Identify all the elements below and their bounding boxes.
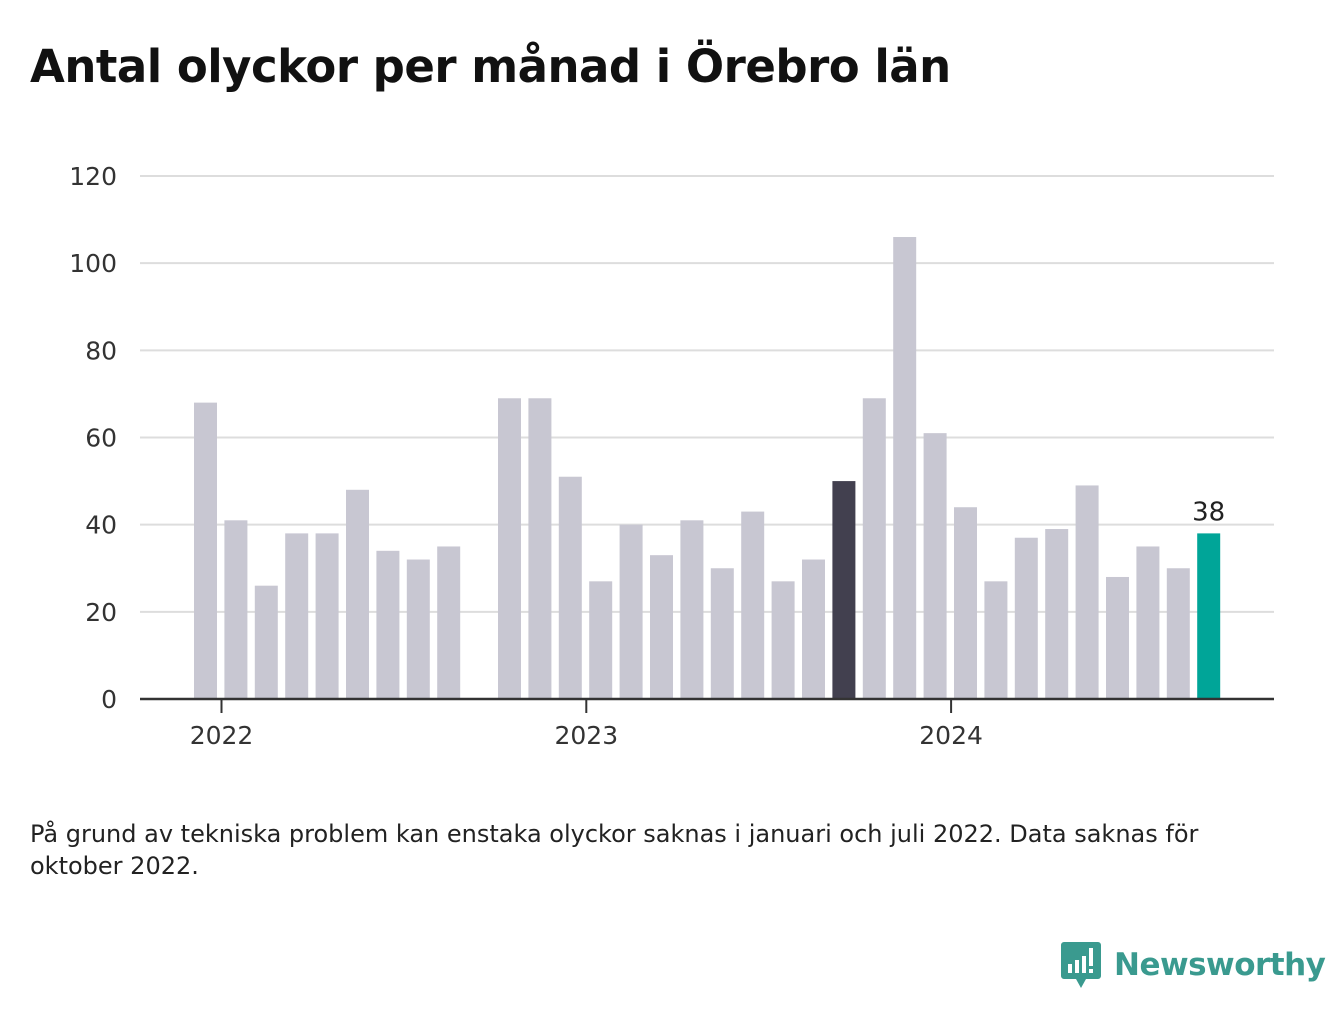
y-tick-label: 20 bbox=[85, 598, 117, 627]
bar bbox=[528, 398, 552, 699]
bar bbox=[346, 489, 369, 699]
gridlines bbox=[140, 175, 1274, 613]
y-axis-ticks: 0 20 40 60 80 100 120 bbox=[69, 162, 117, 714]
bar bbox=[498, 398, 521, 699]
bar bbox=[832, 481, 856, 699]
bar bbox=[1045, 529, 1069, 699]
bar bbox=[1166, 568, 1190, 699]
x-tick-label: 2023 bbox=[554, 721, 618, 750]
x-tick-label: 2022 bbox=[190, 721, 254, 750]
bar bbox=[771, 581, 795, 699]
x-tick-label: 2024 bbox=[919, 721, 983, 750]
bar bbox=[558, 476, 582, 699]
bar bbox=[315, 533, 339, 699]
newsworthy-logo-icon bbox=[1061, 942, 1101, 988]
bar bbox=[194, 402, 217, 699]
bar bbox=[650, 555, 673, 699]
bar bbox=[1075, 485, 1099, 699]
data-labels: 38 bbox=[1192, 497, 1225, 527]
y-tick-label: 120 bbox=[69, 162, 117, 191]
y-tick-label: 0 bbox=[101, 685, 117, 714]
bar bbox=[954, 507, 977, 699]
y-tick-label: 40 bbox=[85, 511, 117, 540]
bar bbox=[1197, 533, 1221, 699]
bar bbox=[923, 433, 947, 699]
bar bbox=[984, 581, 1008, 699]
bar bbox=[893, 237, 917, 699]
bar bbox=[710, 568, 734, 699]
bar-chart: 0 20 40 60 80 100 120 2022 2023 2024 38 bbox=[69, 162, 1274, 750]
y-tick-label: 60 bbox=[85, 424, 117, 453]
brand-name: Newsworthy bbox=[1114, 947, 1326, 983]
bar bbox=[376, 550, 400, 699]
bar bbox=[1136, 546, 1160, 699]
bar bbox=[285, 533, 309, 699]
data-label: 38 bbox=[1192, 497, 1225, 527]
bar bbox=[802, 559, 825, 699]
bar bbox=[1106, 576, 1129, 699]
x-axis-ticks: 2022 2023 2024 bbox=[190, 699, 983, 750]
brand-logo: Newsworthy bbox=[1060, 938, 1326, 992]
bar bbox=[862, 398, 886, 699]
bar bbox=[741, 511, 765, 699]
bar bbox=[254, 585, 278, 699]
bar bbox=[437, 546, 461, 699]
bar bbox=[1014, 537, 1038, 699]
y-tick-label: 100 bbox=[69, 249, 117, 278]
bar bbox=[619, 524, 643, 699]
chart-title: Antal olyckor per månad i Örebro län bbox=[30, 40, 951, 93]
footnote: På grund av tekniska problem kan enstaka… bbox=[30, 820, 1199, 880]
bar bbox=[224, 520, 248, 699]
bar bbox=[406, 559, 430, 699]
y-tick-label: 80 bbox=[85, 336, 117, 365]
bar bbox=[589, 581, 613, 699]
bar bbox=[680, 520, 704, 699]
bars bbox=[194, 237, 1221, 699]
